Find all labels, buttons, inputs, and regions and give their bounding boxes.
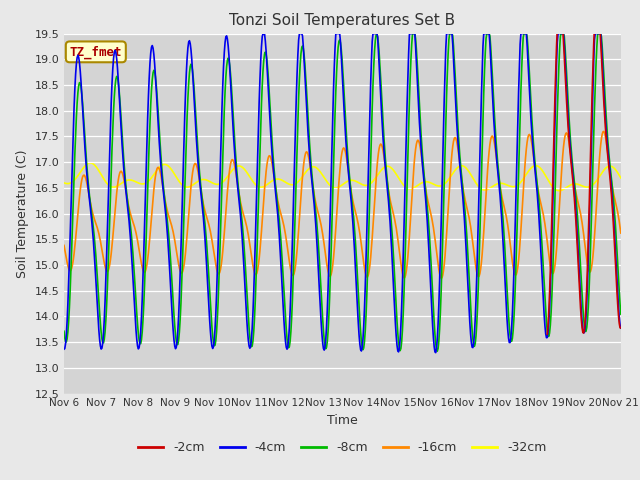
- Text: TZ_fmet: TZ_fmet: [70, 45, 122, 59]
- Title: Tonzi Soil Temperatures Set B: Tonzi Soil Temperatures Set B: [229, 13, 456, 28]
- X-axis label: Time: Time: [327, 414, 358, 427]
- Y-axis label: Soil Temperature (C): Soil Temperature (C): [16, 149, 29, 278]
- Legend: -2cm, -4cm, -8cm, -16cm, -32cm: -2cm, -4cm, -8cm, -16cm, -32cm: [133, 436, 552, 459]
